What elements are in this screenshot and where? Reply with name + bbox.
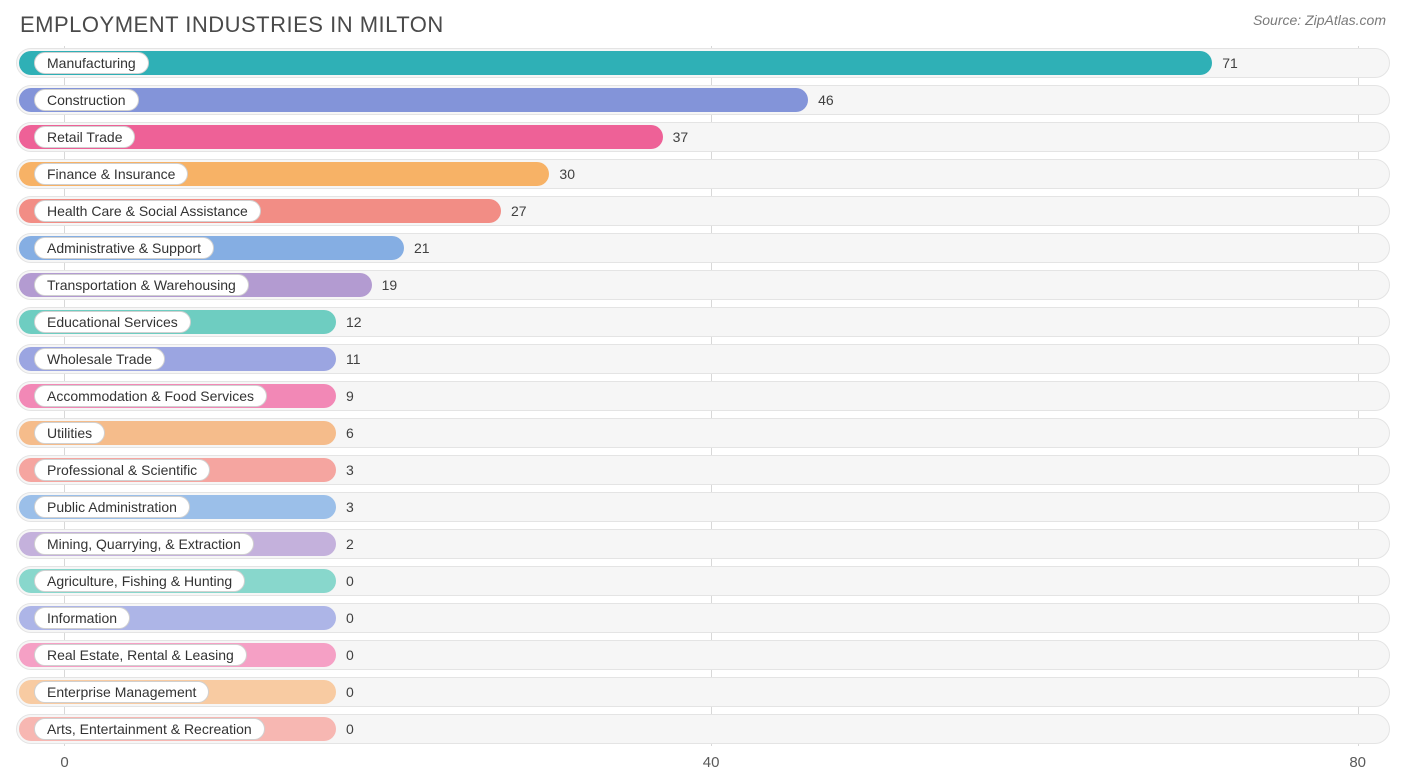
value-label: 9 bbox=[346, 388, 354, 404]
category-label: Agriculture, Fishing & Hunting bbox=[34, 570, 245, 592]
category-label: Professional & Scientific bbox=[34, 459, 210, 481]
chart-row: Wholesale Trade 11 bbox=[16, 342, 1390, 376]
value-label: 46 bbox=[818, 92, 834, 108]
bar bbox=[19, 51, 1212, 75]
category-label: Health Care & Social Assistance bbox=[34, 200, 261, 222]
chart-row: Agriculture, Fishing & Hunting 0 bbox=[16, 564, 1390, 598]
value-label: 0 bbox=[346, 684, 354, 700]
chart-title: EMPLOYMENT INDUSTRIES IN MILTON bbox=[20, 12, 444, 38]
category-label: Finance & Insurance bbox=[34, 163, 188, 185]
chart-row: Enterprise Management 0 bbox=[16, 675, 1390, 709]
axis-tick-label: 80 bbox=[1349, 754, 1366, 771]
category-label: Transportation & Warehousing bbox=[34, 274, 249, 296]
x-axis: 0 40 80 bbox=[16, 750, 1390, 780]
value-label: 12 bbox=[346, 314, 362, 330]
value-label: 3 bbox=[346, 462, 354, 478]
value-label: 27 bbox=[511, 203, 527, 219]
category-label: Enterprise Management bbox=[34, 681, 209, 703]
chart-row: Professional & Scientific 3 bbox=[16, 453, 1390, 487]
category-label: Administrative & Support bbox=[34, 237, 214, 259]
chart-header: EMPLOYMENT INDUSTRIES IN MILTON Source: … bbox=[0, 0, 1406, 46]
value-label: 6 bbox=[346, 425, 354, 441]
chart-row: Mining, Quarrying, & Extraction 2 bbox=[16, 527, 1390, 561]
chart-row: Manufacturing 71 bbox=[16, 46, 1390, 80]
category-label: Information bbox=[34, 607, 130, 629]
value-label: 0 bbox=[346, 721, 354, 737]
category-label: Arts, Entertainment & Recreation bbox=[34, 718, 265, 740]
axis-tick-label: 40 bbox=[703, 754, 720, 771]
chart-row: Health Care & Social Assistance 27 bbox=[16, 194, 1390, 228]
chart-row: Transportation & Warehousing 19 bbox=[16, 268, 1390, 302]
chart-source: Source: ZipAtlas.com bbox=[1253, 12, 1386, 28]
chart-area: Manufacturing 71 Construction 46 Retail Trad… bbox=[0, 46, 1406, 746]
value-label: 2 bbox=[346, 536, 354, 552]
category-label: Construction bbox=[34, 89, 139, 111]
chart-rows: Manufacturing 71 Construction 46 Retail Trad… bbox=[16, 46, 1390, 746]
chart-row: Utilities 6 bbox=[16, 416, 1390, 450]
chart-row: Construction 46 bbox=[16, 83, 1390, 117]
category-label: Utilities bbox=[34, 422, 105, 444]
value-label: 19 bbox=[382, 277, 398, 293]
chart-row: Arts, Entertainment & Recreation 0 bbox=[16, 712, 1390, 746]
value-label: 37 bbox=[673, 129, 689, 145]
chart-row: Information 0 bbox=[16, 601, 1390, 635]
axis-tick-label: 0 bbox=[60, 754, 68, 771]
value-label: 11 bbox=[346, 351, 361, 367]
chart-row: Administrative & Support 21 bbox=[16, 231, 1390, 265]
chart-row: Educational Services 12 bbox=[16, 305, 1390, 339]
value-label: 71 bbox=[1222, 55, 1238, 71]
chart-row: Public Administration 3 bbox=[16, 490, 1390, 524]
category-label: Manufacturing bbox=[34, 52, 149, 74]
chart-row: Real Estate, Rental & Leasing 0 bbox=[16, 638, 1390, 672]
value-label: 21 bbox=[414, 240, 430, 256]
category-label: Real Estate, Rental & Leasing bbox=[34, 644, 247, 666]
category-label: Retail Trade bbox=[34, 126, 135, 148]
chart-row: Retail Trade 37 bbox=[16, 120, 1390, 154]
value-label: 0 bbox=[346, 573, 354, 589]
category-label: Educational Services bbox=[34, 311, 191, 333]
chart-row: Finance & Insurance 30 bbox=[16, 157, 1390, 191]
chart-row: Accommodation & Food Services 9 bbox=[16, 379, 1390, 413]
category-label: Accommodation & Food Services bbox=[34, 385, 267, 407]
category-label: Mining, Quarrying, & Extraction bbox=[34, 533, 254, 555]
value-label: 0 bbox=[346, 610, 354, 626]
value-label: 3 bbox=[346, 499, 354, 515]
value-label: 30 bbox=[559, 166, 575, 182]
category-label: Wholesale Trade bbox=[34, 348, 165, 370]
category-label: Public Administration bbox=[34, 496, 190, 518]
value-label: 0 bbox=[346, 647, 354, 663]
